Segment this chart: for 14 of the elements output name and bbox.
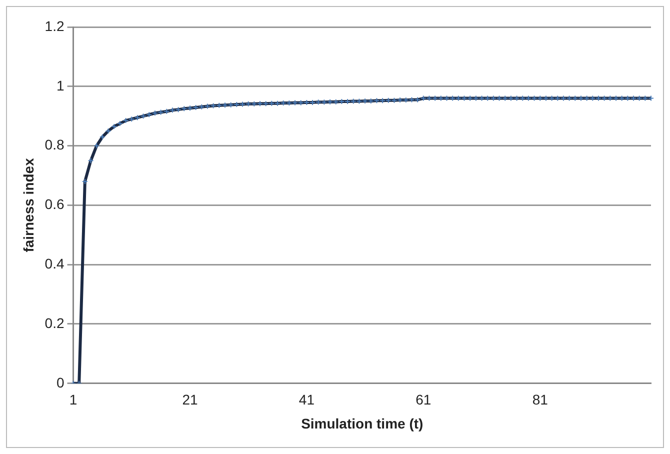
x-tick-label: 21 bbox=[182, 392, 198, 408]
x-tick-label: 1 bbox=[69, 392, 78, 408]
x-tick-label: 81 bbox=[532, 392, 548, 408]
y-tick-label: 0.6 bbox=[44, 196, 64, 212]
y-tick-label: 0.8 bbox=[44, 136, 64, 153]
x-axis-title: Simulation time (t) bbox=[301, 415, 424, 432]
y-tick-label: 0.4 bbox=[44, 255, 64, 272]
x-tick-label: 61 bbox=[416, 392, 432, 408]
y-tick-label: 0.2 bbox=[44, 314, 64, 331]
y-tick-label: 1 bbox=[56, 77, 64, 94]
y-tick-label: 0 bbox=[56, 374, 64, 390]
y-tick-label: 1.2 bbox=[44, 18, 64, 34]
x-tick-label: 41 bbox=[298, 392, 315, 408]
y-axis-title: fairness index bbox=[20, 158, 36, 252]
